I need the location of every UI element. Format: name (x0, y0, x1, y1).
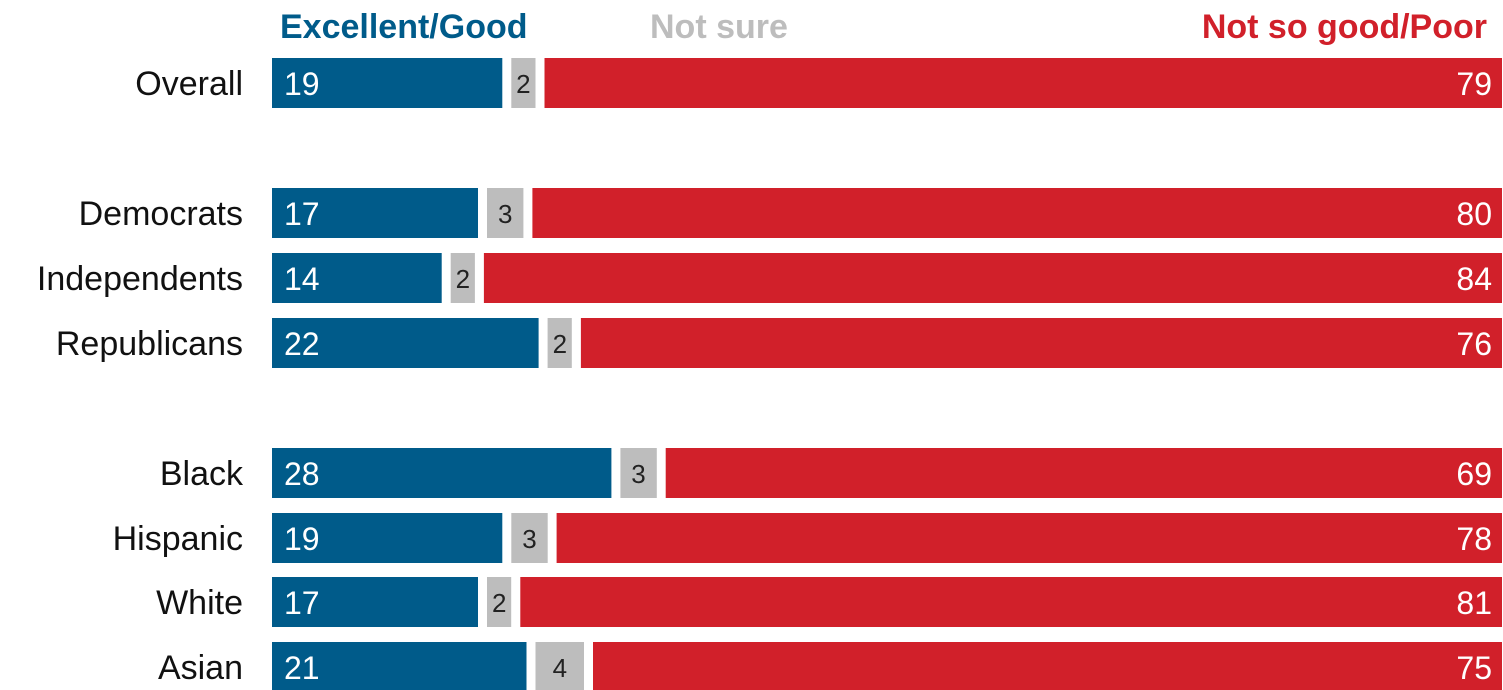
legend-not-so-good-poor: Not so good/Poor (1202, 8, 1487, 46)
bar-democrats-not-so-good-poor (532, 188, 1502, 238)
legend: Excellent/Good Not sure Not so good/Poor (280, 8, 1487, 46)
bar-overall-not-so-good-poor (544, 58, 1502, 108)
value-label-independents-not-sure: 2 (456, 264, 470, 294)
value-label-independents-not-so-good-poor: 84 (1456, 261, 1492, 297)
value-label-hispanic-not-so-good-poor: 78 (1456, 521, 1492, 557)
value-label-black-not-so-good-poor: 69 (1456, 456, 1492, 492)
bar-republicans-not-so-good-poor (580, 318, 1502, 368)
value-label-republicans-excellent-good: 22 (284, 326, 320, 362)
value-label-republicans-not-so-good-poor: 76 (1456, 326, 1492, 362)
row-label-black: Black (160, 455, 244, 493)
value-label-black-excellent-good: 28 (284, 456, 320, 492)
bar-hispanic-not-sure (511, 513, 548, 563)
bar-hispanic-excellent-good (272, 513, 503, 563)
value-label-white-excellent-good: 17 (284, 585, 320, 621)
legend-excellent-good: Excellent/Good (280, 8, 528, 46)
value-label-black-not-sure: 3 (631, 459, 645, 489)
legend-not-sure: Not sure (650, 8, 788, 46)
bar-black-excellent-good (272, 448, 612, 498)
value-label-white-not-sure: 2 (492, 588, 506, 618)
row-labels: Overall Democrats Independents Republicans B… (37, 65, 244, 687)
row-label-overall: Overall (135, 65, 243, 103)
bar-independents-not-sure (450, 253, 475, 303)
row-label-asian: Asian (158, 649, 243, 687)
value-label-white-not-so-good-poor: 81 (1456, 585, 1492, 621)
bar-white-not-sure (487, 577, 512, 627)
bar-republicans-not-sure (547, 318, 572, 368)
bar-overall-excellent-good (272, 58, 503, 108)
value-label-asian-not-sure: 4 (553, 653, 567, 683)
value-label-asian-excellent-good: 21 (284, 650, 320, 686)
bar-asian-not-so-good-poor (593, 642, 1502, 690)
bar-democrats-not-sure (487, 188, 524, 238)
row-label-democrats: Democrats (79, 195, 243, 233)
bar-republicans-excellent-good (272, 318, 539, 368)
bar-black-not-so-good-poor (665, 448, 1502, 498)
bar-democrats-excellent-good (272, 188, 478, 238)
bar-independents-not-so-good-poor (483, 253, 1502, 303)
bar-independents-excellent-good (272, 253, 442, 303)
value-label-hispanic-excellent-good: 19 (284, 521, 320, 557)
bar-white-not-so-good-poor (520, 577, 1502, 627)
bar-white-excellent-good (272, 577, 478, 627)
row-label-independents: Independents (37, 260, 243, 298)
bar-asian-excellent-good (272, 642, 527, 690)
row-label-hispanic: Hispanic (113, 520, 243, 558)
value-label-overall-not-sure: 2 (516, 69, 530, 99)
row-label-white: White (156, 584, 243, 622)
bar-hispanic-not-so-good-poor (556, 513, 1502, 563)
value-label-republicans-not-sure: 2 (553, 329, 567, 359)
bar-asian-not-sure (535, 642, 584, 690)
value-label-democrats-excellent-good: 17 (284, 196, 320, 232)
value-label-asian-not-so-good-poor: 75 (1456, 650, 1492, 686)
bar-black-not-sure (620, 448, 657, 498)
value-label-democrats-not-sure: 3 (498, 199, 512, 229)
value-label-overall-excellent-good: 19 (284, 66, 320, 102)
row-label-republicans: Republicans (56, 325, 243, 363)
value-label-overall-not-so-good-poor: 79 (1456, 66, 1492, 102)
value-label-democrats-not-so-good-poor: 80 (1456, 196, 1492, 232)
value-label-independents-excellent-good: 14 (284, 261, 320, 297)
value-label-hispanic-not-sure: 3 (522, 524, 536, 554)
bar-overall-not-sure (511, 58, 536, 108)
